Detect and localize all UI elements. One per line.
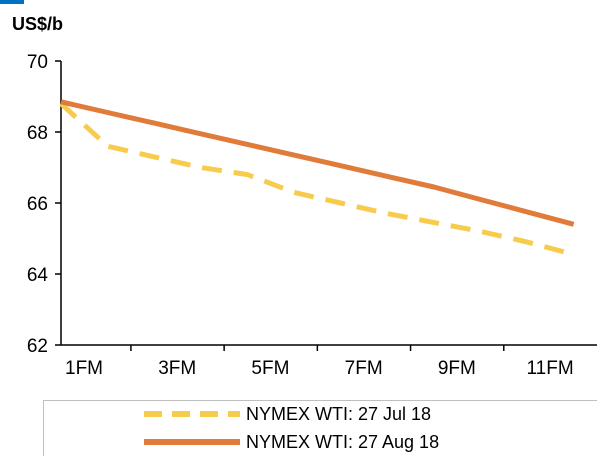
- line-chart: 62 64 66 68 70 1FM 3FM 5FM 7FM 9FM 11FM: [27, 52, 597, 379]
- chart-series: [59, 99, 575, 257]
- legend-item-series-2: NYMEX WTI: 27 Aug 18: [144, 430, 439, 454]
- chart-axes: 62 64 66 68 70 1FM 3FM 5FM 7FM 9FM 11FM: [27, 52, 597, 379]
- title-accent-bar: [0, 0, 24, 4]
- y-tick-label: 64: [27, 265, 49, 286]
- legend-swatch-solid: [144, 439, 240, 445]
- y-axis-unit-label: US$/b: [12, 14, 64, 34]
- x-tick-label: 7FM: [345, 358, 383, 379]
- legend-label-series-1: NYMEX WTI: 27 Jul 18: [246, 403, 432, 424]
- x-tick-label: 5FM: [251, 358, 289, 379]
- series-line-1: [59, 101, 575, 257]
- y-tick-label: 62: [27, 336, 48, 357]
- x-tick-label: 11FM: [527, 358, 574, 379]
- x-tick-label: 9FM: [438, 358, 476, 379]
- legend-item-series-1: NYMEX WTI: 27 Jul 18: [144, 402, 431, 426]
- series-line-2: [60, 99, 575, 227]
- x-tick-label: 3FM: [158, 358, 196, 379]
- y-tick-label: 68: [27, 123, 48, 144]
- legend-swatch-dashed: [144, 411, 240, 417]
- y-tick-label: 66: [27, 194, 48, 215]
- x-tick-label: 1FM: [65, 358, 103, 379]
- legend-label-series-2: NYMEX WTI: 27 Aug 18: [246, 431, 440, 452]
- y-tick-label: 70: [27, 52, 48, 73]
- chart-legend: NYMEX WTI: 27 Jul 18 NYMEX WTI: 27 Aug 1…: [43, 400, 597, 456]
